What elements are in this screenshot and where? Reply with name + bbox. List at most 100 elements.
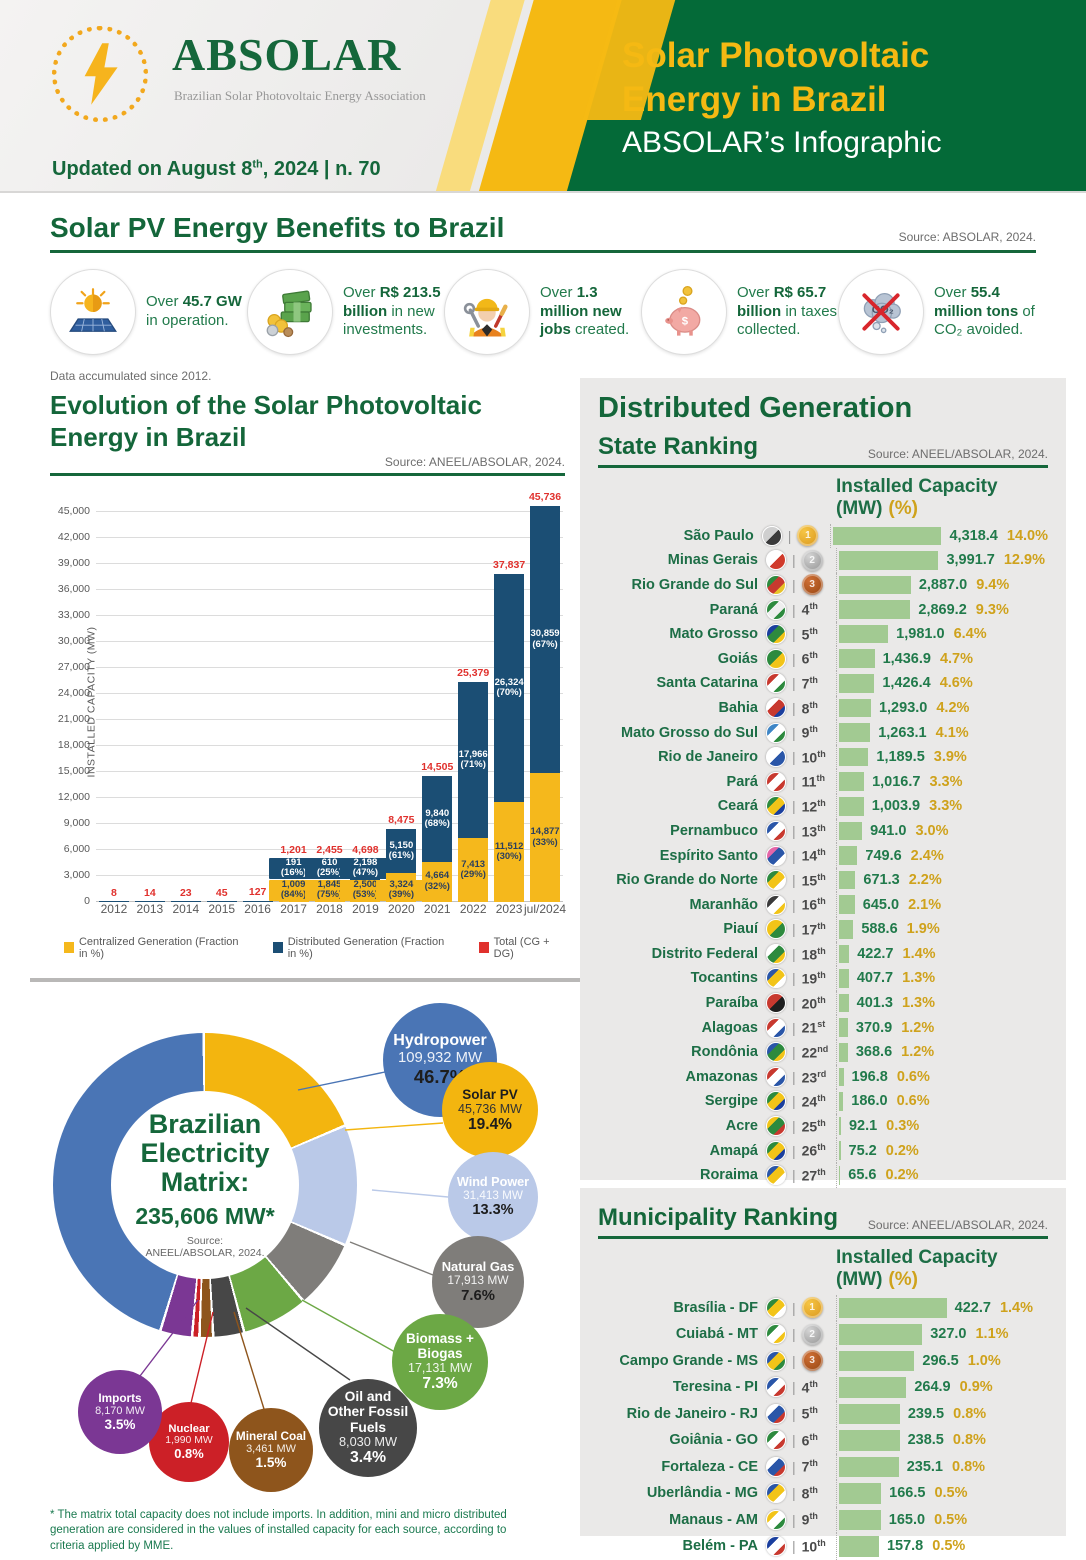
bar-zone: 1,981.0 6.4% [835,621,1048,647]
capacity-bar [838,772,865,792]
title-subtitle: ABSOLAR’s Infographic [622,125,942,159]
gridline [96,822,563,824]
divider [50,250,1036,253]
capacity-percent: 3.3% [929,798,963,815]
capacity-percent: 4.1% [935,724,969,741]
rank-label: 2 [801,549,836,571]
dg-bar-segment [134,901,165,902]
bar-zone: 1,426.4 4.6% [835,671,1048,696]
capacity-value: 4,318.4 [949,527,998,544]
evolution-stacked-bar-chart: INSTALLED CAPACITY (MW) 8 14 23 45 127 1,009(… [50,491,565,907]
matrix-source-line1: Source: [186,1234,224,1247]
y-tick-label: 42,000 [57,530,90,543]
pipe-divider: | [792,896,796,913]
capacity-bar [838,551,939,570]
benefit-value: R$ 213.5 billion [343,283,441,320]
dg-bar-segment [530,505,561,774]
bubble-label: Hydropower [393,1031,487,1050]
capacity-bar [838,698,871,718]
state-rank-row: Mato Grosso | 5th 1,981.0 6.4% [598,621,1048,647]
capacity-percent: 0.5% [934,1485,968,1502]
bar-zone: 1,003.9 3.3% [835,794,1048,819]
state-name: Rio Grande do Norte [616,872,758,889]
state-name: Piauí [723,921,758,938]
cg-value-label: 11,512 (30%) [494,840,524,863]
state-ranking-list: São Paulo | 1 4,318.4 14.0% Minas Gerais | 2 3,9… [598,523,1048,1188]
state-rank-row: Pará | 11th 1,016.7 3.3% [598,769,1048,795]
pipe-divider: | [787,527,792,544]
capacity-bar [838,624,889,644]
gridline [96,848,563,850]
dg-value-label: 9,840 (68%) [424,807,450,830]
state-flag-icon [766,1042,786,1063]
benefit-value: R$ 65.7 billion [737,283,827,320]
capacity-percent: 6.4% [953,626,987,643]
state-name: Maranhão [689,896,759,913]
state-flag-icon [766,1017,786,1038]
municipality-ranking-subtitle: Municipality Ranking [598,1204,839,1231]
state-name: Rondônia [691,1044,758,1061]
state-rank-row: Distrito Federal | 18th 422.7 1.4% [598,941,1048,967]
state-flag-icon [766,648,786,669]
bubble-mw: 3,461 MW [246,1442,296,1455]
state-rank-row: Amazonas | 23rd 196.8 0.6% [598,1064,1048,1090]
total-label: 14 [144,886,156,899]
gridline [96,614,563,616]
rank-label: 20th [801,994,826,1012]
gridline [96,796,563,798]
state-flag-icon [766,820,786,841]
bar-zone: 1,016.7 3.3% [835,769,1048,795]
benefit-text: Over R$ 65.7 billion in taxes collected. [737,284,838,340]
state-name: Sergipe [704,1093,758,1110]
electricity-matrix-donut-section: Brazilian Electricity Matrix: 235,606 MW* … [50,990,565,1502]
col-header-capacity: Installed Capacity (MW) [836,475,998,519]
bubble-label: Mineral Coal [235,1428,307,1443]
capacity-bar [833,526,942,546]
bubble-pct: 0.8% [174,1445,204,1461]
state-name: Paraná [709,601,758,618]
benefit-pre: Over [737,283,770,301]
state-rank-row: Goiás | 6th 1,436.9 4.7% [598,646,1048,672]
section-divider [30,977,585,982]
x-tick-label: 2022 [459,901,487,916]
rank-medal-icon: 3 [801,1350,823,1372]
municipality-flag-icon [766,1456,786,1477]
pipe-divider: | [792,1352,796,1369]
capacity-bar [838,747,869,767]
matrix-bubble-mineral-coal: Mineral Coal 3,461 MW 1.5% [229,1407,313,1492]
state-rank-row: São Paulo | 1 4,318.4 14.0% [598,523,1048,549]
rank-label: 24th [801,1093,826,1110]
rank-label: 5th [801,625,818,643]
capacity-bar [838,600,911,619]
rank-label: 22nd [801,1043,829,1061]
municipality-flag-icon [766,1350,786,1371]
municipality-flag-icon [766,1483,786,1504]
x-tick-label: 2013 [136,901,164,916]
pipe-divider: | [792,1432,796,1449]
x-axis-labels: 2012 2013 2014 2015 2016 2017 2018 2019 2020 2021… [96,901,566,920]
state-rank-row: Maranhão | 16th 645.0 2.1% [598,892,1048,917]
state-rank-row: Tocantins | 19th 407.7 1.3% [598,966,1048,991]
capacity-value: 368.6 [855,1044,893,1061]
municipality-rank-row: Fortaleza - CE | 7th 235.1 0.8% [598,1453,1048,1480]
pipe-divider: | [792,1044,796,1061]
title-line2: Energy in Brazil [622,79,887,119]
capacity-percent: 1.2% [901,1044,935,1061]
pipe-divider: | [792,724,796,741]
capacity-value: 370.9 [855,1019,893,1036]
capacity-percent: 14.0% [1006,527,1048,544]
y-tick-label: 45,000 [57,504,90,517]
state-name: Pernambuco [670,822,758,839]
state-rank-row: Rondônia | 22nd 368.6 1.2% [598,1039,1048,1065]
state-rank-row: Mato Grosso do Sul | 9th 1,263.1 4.1% [598,720,1048,745]
state-flag-icon [766,1140,786,1161]
bar-zone: 671.3 2.2% [835,867,1048,893]
rank-label: 16th [801,896,826,914]
capacity-percent: 0.6% [896,1093,930,1110]
capacity-value: 157.8 [886,1538,924,1555]
capacity-value: 1,981.0 [896,626,945,643]
y-tick-label: 36,000 [57,582,90,595]
bubble-mw: 8,170 MW [95,1404,145,1417]
divider [598,1236,1048,1239]
rank-medal-icon: 1 [797,525,819,547]
